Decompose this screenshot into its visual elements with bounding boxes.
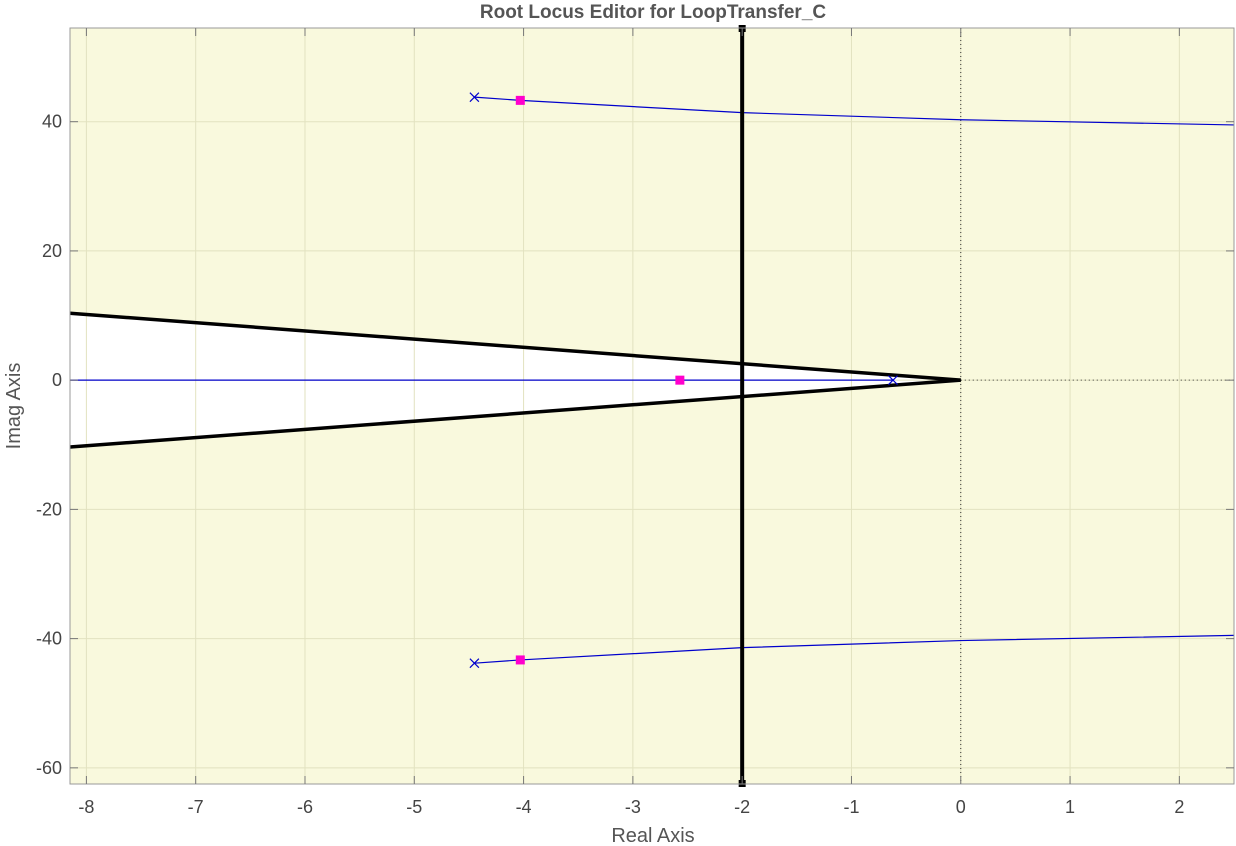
pole-x-stroke	[469, 658, 480, 669]
closed-loop-pole-marker[interactable]	[515, 95, 525, 105]
x-tick-label: 2	[1174, 797, 1184, 817]
closed-loop-pole-marker[interactable]	[515, 655, 525, 665]
y-tick-label: 0	[52, 370, 62, 390]
damping-ratio-line-upper[interactable]	[69, 311, 961, 382]
x-tick-label: -5	[406, 797, 422, 817]
x-tick-label: -1	[843, 797, 859, 817]
x-tick-label: -3	[625, 797, 641, 817]
y-tick-label: 40	[42, 112, 62, 132]
design-constraints[interactable]	[69, 25, 961, 787]
y-tick-label: 20	[42, 241, 62, 261]
closed-loop-pole-marker[interactable]	[675, 375, 685, 385]
pole-x-stroke	[469, 92, 480, 103]
x-tick-label: -2	[734, 797, 750, 817]
x-tick-label: -4	[516, 797, 532, 817]
plot-frame	[69, 27, 1235, 785]
x-tick-label: 0	[956, 797, 966, 817]
open-loop-pole-x-marker	[469, 92, 480, 103]
pole-markers	[469, 92, 898, 669]
x-axis-ticks: -8 -7 -6 -5 -4 -3 -2 -1 0 1 2	[78, 28, 1184, 817]
plot-area	[69, 25, 1235, 787]
y-tick-label: -20	[36, 499, 62, 519]
x-tick-label: -6	[297, 797, 313, 817]
open-loop-pole-x-marker	[888, 375, 898, 386]
y-axis-ticks: 40 20 0 -20 -40 -60	[36, 112, 1234, 778]
y-axis-label: Imag Axis	[3, 363, 25, 450]
damping-ratio-line-lower[interactable]	[69, 378, 961, 449]
y-tick-label: -60	[36, 758, 62, 778]
chart-title: Root Locus Editor for LoopTransfer_C	[480, 2, 827, 23]
x-tick-label: -8	[78, 797, 94, 817]
x-tick-label: -7	[188, 797, 204, 817]
pole-x-stroke	[888, 375, 898, 386]
x-axis-label: Real Axis	[611, 825, 694, 846]
x-tick-label: 1	[1065, 797, 1075, 817]
open-loop-pole-x-marker	[469, 658, 480, 669]
y-tick-label: -40	[36, 629, 62, 649]
